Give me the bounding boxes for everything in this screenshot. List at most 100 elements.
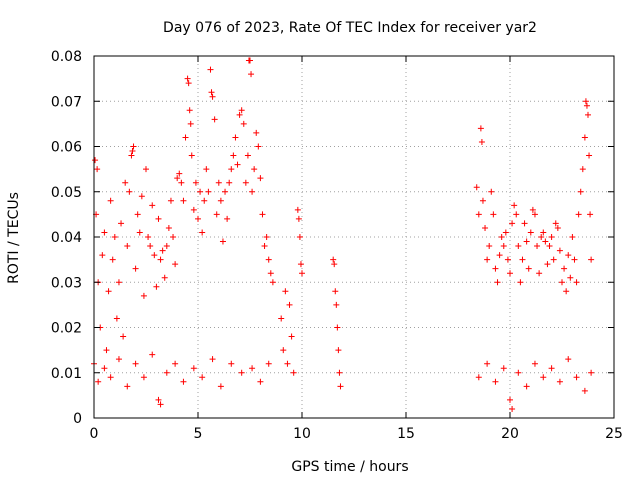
data-point <box>167 197 174 204</box>
data-point <box>278 315 285 322</box>
data-point <box>124 383 131 390</box>
data-point <box>573 374 580 381</box>
data-point <box>509 220 516 227</box>
data-point <box>507 270 513 277</box>
data-point <box>569 234 576 240</box>
data-point <box>178 179 185 186</box>
data-point <box>140 374 147 381</box>
data-point <box>571 256 578 263</box>
data-point <box>332 288 339 295</box>
y-tick-label: 0.08 <box>51 49 82 65</box>
data-point <box>588 369 595 376</box>
data-point <box>207 66 214 73</box>
data-point <box>500 365 507 372</box>
data-point <box>99 252 106 259</box>
data-point <box>475 211 482 218</box>
data-point <box>565 356 572 363</box>
data-point <box>284 360 291 367</box>
data-point <box>507 396 513 403</box>
data-point <box>559 279 565 286</box>
data-point <box>94 166 101 173</box>
data-point <box>538 234 545 240</box>
data-point <box>203 166 210 173</box>
data-point <box>561 265 568 272</box>
data-point <box>120 333 127 340</box>
data-point <box>115 279 122 286</box>
data-point <box>149 202 156 209</box>
data-point <box>199 374 206 381</box>
data-point <box>130 143 137 150</box>
data-point <box>582 98 589 105</box>
data-point <box>232 134 239 141</box>
data-point <box>280 347 287 354</box>
data-point <box>336 369 343 376</box>
data-point <box>540 229 547 236</box>
data-point <box>556 378 563 385</box>
data-point <box>215 179 222 186</box>
data-point <box>132 265 139 272</box>
data-point <box>163 243 170 250</box>
data-point <box>544 261 551 268</box>
data-point <box>192 179 199 186</box>
data-point <box>238 107 245 114</box>
data-point <box>525 265 532 272</box>
data-point <box>261 243 268 250</box>
data-point <box>556 247 563 254</box>
data-point <box>244 152 251 159</box>
data-point <box>515 243 522 250</box>
data-point <box>552 220 559 227</box>
data-point <box>228 360 235 367</box>
data-point <box>107 197 114 204</box>
data-point <box>136 229 143 236</box>
data-point <box>248 71 255 78</box>
data-point <box>563 288 570 295</box>
data-point <box>330 256 337 263</box>
data-point <box>504 256 511 263</box>
data-point <box>190 206 197 213</box>
data-point <box>294 206 301 213</box>
y-tick-label: 0.07 <box>51 94 82 110</box>
data-point <box>265 256 272 263</box>
data-point <box>534 243 541 250</box>
data-point <box>217 383 224 390</box>
data-point <box>201 197 208 204</box>
y-tick-labels: 0 0.01 0.02 0.03 0.04 0.05 0.06 0.07 0.08 <box>51 49 82 427</box>
data-point <box>527 229 534 236</box>
data-point <box>521 220 528 227</box>
data-point <box>170 234 177 240</box>
data-point <box>155 396 162 403</box>
data-point <box>517 279 524 286</box>
data-point <box>182 134 189 141</box>
data-point <box>147 243 154 250</box>
data-point <box>567 274 574 281</box>
data-point <box>523 383 530 390</box>
y-tick-label: 0.06 <box>51 140 82 156</box>
data-point <box>217 197 224 204</box>
data-point <box>335 347 342 354</box>
data-point <box>333 301 340 308</box>
data-point <box>482 224 489 231</box>
data-point <box>573 279 580 286</box>
data-point <box>165 224 172 231</box>
x-axis-label: GPS time / hours <box>291 459 408 475</box>
data-point <box>477 125 484 132</box>
data-point <box>197 188 204 195</box>
data-point <box>140 292 147 299</box>
data-point <box>172 261 179 268</box>
data-point <box>282 288 289 295</box>
data-point <box>138 193 145 200</box>
data-point <box>187 120 194 127</box>
data-point <box>484 256 491 263</box>
data-point <box>185 80 192 87</box>
y-tick-label: 0 <box>73 411 82 427</box>
data-point <box>575 211 582 218</box>
data-point <box>542 238 549 245</box>
data-point <box>331 261 338 268</box>
data-point <box>247 57 253 64</box>
data-point <box>151 252 158 259</box>
data-point <box>295 215 302 222</box>
data-point <box>190 365 197 372</box>
data-point <box>288 333 295 340</box>
data-point <box>129 148 136 155</box>
data-point <box>122 179 129 186</box>
